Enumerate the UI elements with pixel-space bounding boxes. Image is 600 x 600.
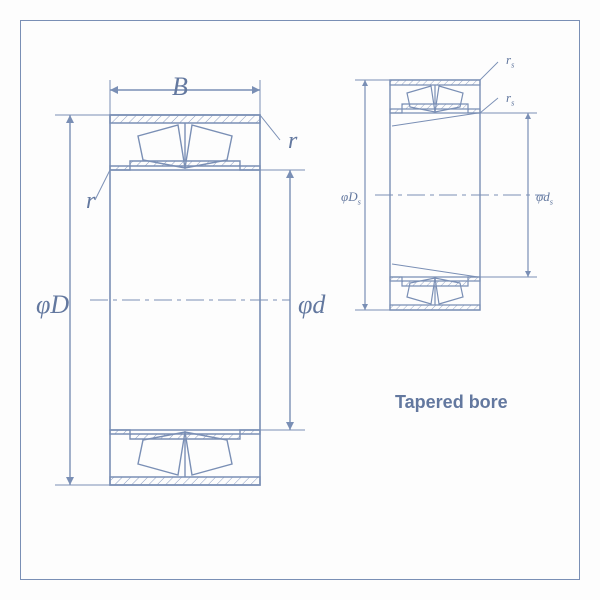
label-B: B — [172, 72, 188, 102]
label-phids: φds — [536, 189, 553, 207]
label-r-inner: r — [86, 188, 95, 215]
label-phids-sub: s — [550, 197, 553, 207]
label-phiD: φD — [36, 290, 69, 320]
label-rs-inner-sub: s — [511, 98, 514, 108]
label-phiDs-main: φD — [341, 189, 358, 204]
label-rs-outer: rs — [506, 52, 514, 70]
label-phid: φd — [298, 290, 325, 320]
caption-tapered-bore: Tapered bore — [395, 392, 508, 413]
label-phiDs-sub: s — [358, 197, 361, 207]
left-cross-section — [30, 60, 310, 520]
label-rs-inner: rs — [506, 90, 514, 108]
label-r-outer: r — [288, 128, 297, 155]
label-phiDs: φDs — [341, 189, 361, 207]
label-phids-main: φd — [536, 189, 550, 204]
label-rs-outer-sub: s — [511, 60, 514, 70]
